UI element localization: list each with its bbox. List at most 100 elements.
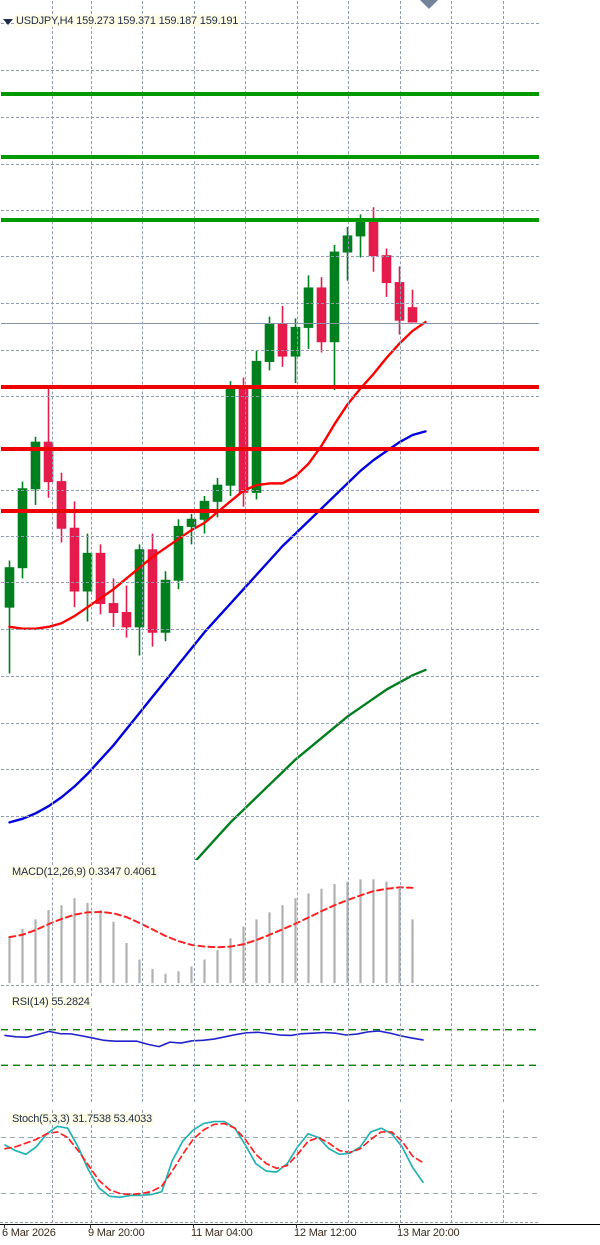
support-line[interactable]	[1, 446, 539, 451]
horizontal-gridline	[1, 769, 539, 771]
time-axis: 6 Mar 2026 9 Mar 20:00 11 Mar 04:00 12 Mar …	[0, 1222, 600, 1245]
vertical-gridline	[245, 862, 246, 991]
candlestick	[342, 226, 353, 281]
vertical-gridline	[297, 993, 298, 1102]
macd-plot-area[interactable]	[1, 862, 539, 991]
time-tick	[193, 1224, 194, 1228]
horizontal-gridline	[1, 256, 539, 258]
candlestick	[303, 275, 314, 349]
vertical-gridline	[400, 1110, 401, 1223]
vertical-gridline	[142, 1110, 143, 1223]
current-price-line	[1, 322, 539, 324]
horizontal-gridline	[1, 396, 539, 398]
horizontal-gridline	[1, 302, 539, 304]
time-tick	[296, 1224, 297, 1228]
vertical-gridline	[451, 862, 452, 991]
vertical-gridline	[245, 1, 246, 860]
chevron-down-icon[interactable]	[3, 19, 13, 25]
vertical-gridline	[194, 1, 195, 860]
vertical-gridline	[348, 1110, 349, 1223]
candlestick	[173, 519, 184, 590]
vertical-gridline	[297, 862, 298, 991]
horizontal-gridline	[1, 489, 539, 491]
vertical-gridline	[245, 1110, 246, 1223]
horizontal-gridline	[1, 535, 539, 537]
support-line[interactable]	[1, 385, 539, 390]
triangle-down-marker-icon	[420, 0, 438, 9]
resistance-line[interactable]	[1, 218, 539, 223]
time-axis-dashed-guide	[0, 1222, 538, 1223]
symbol-header-label: USDJPY,H4 159.273 159.371 159.187 159.19…	[14, 15, 241, 27]
moving-average-slow	[194, 668, 427, 860]
vertical-gridline	[348, 1, 349, 860]
vertical-gridline	[194, 862, 195, 991]
rsi-series-svg	[1, 1028, 539, 1067]
vertical-gridline	[297, 1110, 298, 1223]
vertical-gridline	[400, 993, 401, 1102]
resistance-line[interactable]	[1, 155, 539, 160]
candlestick	[407, 289, 418, 323]
vertical-gridline	[451, 993, 452, 1102]
vertical-gridline	[297, 1, 298, 860]
horizontal-gridline	[1, 23, 539, 25]
candlestick	[17, 481, 28, 579]
vertical-gridline	[348, 993, 349, 1102]
candlestick	[316, 277, 327, 353]
time-axis-line	[0, 1224, 600, 1225]
vertical-gridline	[91, 993, 92, 1102]
moving-average-mid	[8, 430, 427, 824]
rsi-header-label: RSI(14) 55.2824	[10, 996, 92, 1008]
vertical-gridline	[52, 993, 53, 1102]
stoch-header-label: Stoch(5,3,3) 31.7538 53.4033	[10, 1113, 154, 1125]
vertical-gridline	[142, 862, 143, 991]
time-tick-label: 9 Mar 20:00	[88, 1227, 145, 1239]
vertical-gridline	[194, 1110, 195, 1223]
candlestick	[95, 544, 106, 615]
candlestick	[121, 585, 132, 638]
candlestick	[225, 381, 236, 496]
horizontal-gridline	[1, 582, 539, 584]
horizontal-gridline	[1, 163, 539, 165]
vertical-gridline	[52, 1, 53, 860]
time-tick-label: 12 Mar 12:00	[294, 1227, 357, 1239]
vertical-gridline	[91, 1, 92, 860]
vertical-gridline	[503, 862, 504, 991]
vertical-gridline	[503, 1, 504, 860]
vertical-gridline	[451, 1110, 452, 1223]
vertical-gridline	[52, 1110, 53, 1223]
vertical-gridline	[52, 862, 53, 991]
macd-series-svg	[8, 879, 414, 984]
time-tick-label: 6 Mar 2026	[2, 1227, 56, 1239]
rsi-plot-area[interactable]	[1, 993, 539, 1102]
vertical-gridline	[503, 1110, 504, 1223]
time-tick	[90, 1224, 91, 1228]
candlestick	[199, 495, 210, 534]
macd-signal-line	[8, 886, 414, 949]
candlestick	[108, 578, 119, 627]
stochastic-plot-area[interactable]	[1, 1110, 539, 1223]
vertical-gridline	[245, 993, 246, 1102]
macd-zero-gridline	[1, 985, 539, 986]
stoch-d-line	[4, 1122, 424, 1196]
price-plot-area[interactable]	[1, 1, 539, 860]
candlestick	[329, 244, 340, 391]
candlestick	[264, 316, 275, 371]
vertical-gridline	[400, 862, 401, 991]
stoch-k-line	[4, 1120, 424, 1199]
resistance-line[interactable]	[1, 92, 539, 97]
price-series-svg	[4, 207, 427, 860]
horizontal-gridline	[1, 675, 539, 677]
candlestick	[134, 544, 145, 656]
time-tick-label: 11 Mar 04:00	[191, 1227, 253, 1239]
candlestick	[147, 533, 158, 647]
vertical-gridline	[142, 1, 143, 860]
candlestick	[251, 350, 262, 500]
candlestick	[4, 560, 15, 674]
candlestick	[56, 472, 67, 543]
horizontal-gridline	[1, 116, 539, 118]
vertical-gridline	[142, 993, 143, 1102]
support-line[interactable]	[1, 509, 539, 514]
candlestick	[69, 501, 80, 608]
vertical-gridline	[91, 1110, 92, 1223]
